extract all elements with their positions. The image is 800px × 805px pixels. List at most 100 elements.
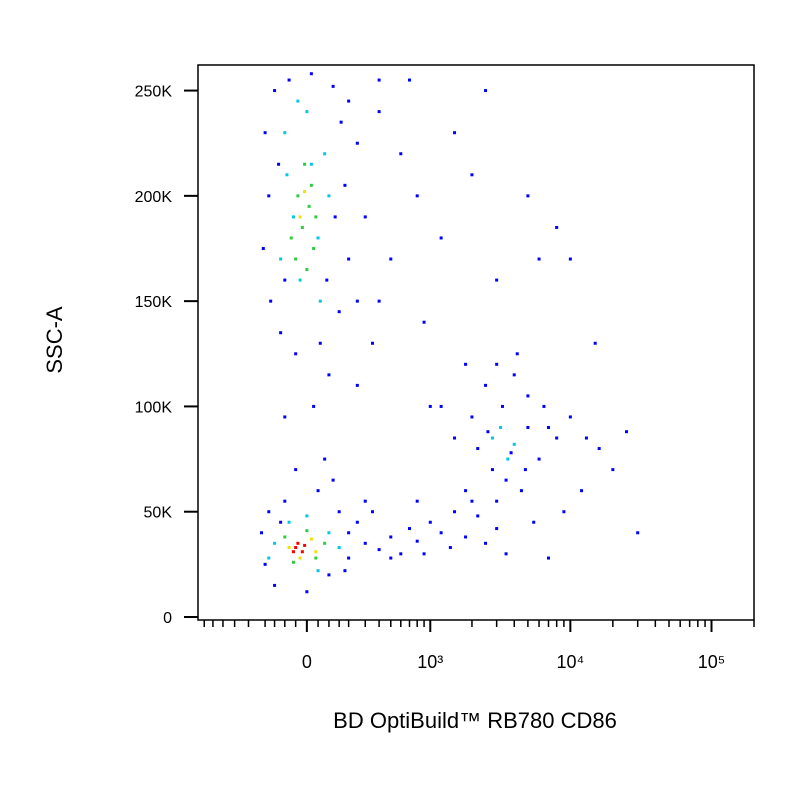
data-point (323, 457, 327, 461)
data-point (327, 573, 331, 577)
data-point (584, 436, 588, 440)
data-point (305, 514, 309, 518)
data-point (273, 541, 277, 545)
data-point (289, 236, 293, 240)
data-point (325, 278, 329, 282)
data-point (291, 215, 295, 219)
data-point (537, 457, 541, 461)
data-point (283, 535, 287, 539)
data-point (298, 215, 302, 219)
data-point (439, 404, 443, 408)
data-point (555, 436, 559, 440)
data-point (309, 183, 313, 187)
y-tick-label: 0 (163, 610, 172, 627)
data-point (343, 183, 347, 187)
data-point (305, 590, 309, 594)
data-point (422, 552, 426, 556)
data-point (303, 190, 307, 194)
data-point (408, 527, 412, 531)
data-point (287, 520, 291, 524)
data-point (305, 268, 309, 272)
data-point (399, 152, 403, 156)
data-point (298, 278, 302, 282)
data-point (568, 257, 572, 261)
data-point (625, 430, 629, 434)
data-point (279, 331, 283, 335)
data-point (309, 72, 313, 76)
data-point (355, 299, 359, 303)
data-point (415, 539, 419, 543)
data-point (283, 415, 287, 419)
data-point (636, 531, 640, 535)
data-point (484, 383, 488, 387)
plot-frame (197, 64, 755, 621)
data-point (523, 468, 527, 472)
data-point (267, 556, 271, 560)
data-point (448, 546, 452, 550)
data-point (279, 520, 283, 524)
data-point (464, 489, 468, 493)
data-point (499, 425, 503, 429)
data-point (298, 556, 302, 560)
data-point (408, 78, 412, 82)
data-point (355, 383, 359, 387)
data-point (484, 541, 488, 545)
data-point (519, 489, 523, 493)
data-point (323, 541, 327, 545)
data-point (323, 152, 327, 156)
data-point (389, 535, 393, 539)
data-point (327, 194, 331, 198)
data-point (526, 394, 530, 398)
data-point (506, 457, 510, 461)
x-tick-label: 10⁴ (556, 652, 584, 672)
data-point (296, 194, 300, 198)
y-axis-label: SSC-A (42, 306, 67, 374)
data-point (355, 141, 359, 145)
data-point (464, 362, 468, 366)
data-point (370, 510, 374, 514)
data-point (287, 78, 291, 82)
data-point (314, 215, 318, 219)
data-point (490, 468, 494, 472)
data-point (296, 541, 300, 545)
data-point (512, 373, 516, 377)
data-point (283, 499, 287, 503)
data-point (526, 425, 530, 429)
data-point (470, 499, 474, 503)
data-point (537, 257, 541, 261)
data-point (333, 215, 337, 219)
data-point (490, 436, 494, 440)
data-point (347, 531, 351, 535)
data-point (500, 404, 504, 408)
data-point (267, 510, 271, 514)
data-point (542, 404, 546, 408)
data-point (363, 215, 367, 219)
data-point (428, 404, 432, 408)
data-point (269, 299, 273, 303)
data-point (347, 257, 351, 261)
data-point (377, 78, 381, 82)
data-point (476, 514, 480, 518)
data-point (283, 131, 287, 135)
data-point (263, 131, 267, 135)
data-point (399, 552, 403, 556)
data-point (263, 562, 267, 566)
data-point (546, 556, 550, 560)
y-tick-label: 50K (144, 505, 173, 522)
data-point (476, 447, 480, 451)
data-point (314, 556, 318, 560)
data-point (428, 520, 432, 524)
data-point (495, 527, 499, 531)
data-point (611, 468, 615, 472)
data-point (555, 225, 559, 229)
data-point (312, 247, 316, 251)
data-point (337, 310, 341, 314)
data-point (422, 320, 426, 324)
data-point (327, 531, 331, 535)
data-point (303, 162, 307, 166)
data-point (337, 546, 341, 550)
data-point (331, 478, 335, 482)
data-point (300, 550, 304, 554)
data-point (389, 556, 393, 560)
